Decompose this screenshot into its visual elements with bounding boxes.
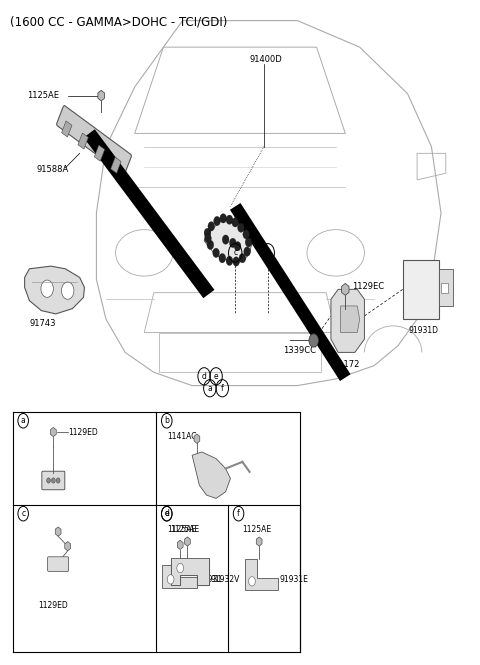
Circle shape [214,216,220,225]
Circle shape [244,247,251,256]
Text: 91931E: 91931E [279,575,308,584]
Text: 1129ED: 1129ED [38,601,68,610]
Text: 1125AE: 1125AE [242,525,272,534]
Text: 91743: 91743 [29,319,56,329]
FancyBboxPatch shape [403,259,439,319]
Text: 91400D: 91400D [250,55,282,64]
Circle shape [51,478,55,483]
Circle shape [234,241,241,251]
Bar [158,332,322,372]
FancyBboxPatch shape [48,557,69,571]
Text: d: d [202,372,206,381]
Text: 91588A: 91588A [36,166,69,174]
Circle shape [47,478,50,483]
Text: c: c [21,509,25,518]
FancyBboxPatch shape [439,269,453,306]
Circle shape [219,253,226,263]
Text: c: c [233,248,237,257]
Circle shape [249,577,255,586]
Polygon shape [162,565,197,588]
Bar [61,121,72,137]
Circle shape [233,257,240,266]
Text: e: e [165,509,169,518]
Circle shape [177,563,183,573]
Circle shape [208,221,215,231]
Circle shape [204,233,211,243]
Circle shape [61,282,74,299]
Text: f: f [221,384,224,393]
Circle shape [229,238,236,247]
Bar [78,133,88,149]
Polygon shape [331,289,364,352]
Bar [94,145,105,161]
Text: b: b [164,416,169,425]
Text: (1600 CC - GAMMA>DOHC - TCI/GDI): (1600 CC - GAMMA>DOHC - TCI/GDI) [10,16,228,29]
Circle shape [238,223,244,232]
Bar [441,283,448,293]
Text: d: d [164,509,169,518]
FancyBboxPatch shape [57,106,132,174]
Circle shape [309,334,319,347]
Text: 1125AE: 1125AE [27,91,59,100]
Text: 1141AC: 1141AC [167,432,196,441]
Text: 1129ED: 1129ED [69,428,98,436]
Circle shape [222,235,229,244]
Circle shape [232,217,239,227]
Circle shape [167,575,174,584]
Circle shape [204,228,211,237]
Text: a: a [21,416,25,425]
Text: 1125AE: 1125AE [167,525,196,534]
Text: f: f [237,509,240,518]
Text: 91172: 91172 [333,360,360,369]
Text: e: e [214,372,218,381]
Circle shape [243,229,250,239]
Polygon shape [192,452,230,498]
Circle shape [207,240,214,249]
Text: 1129EC: 1129EC [352,281,384,291]
Polygon shape [170,558,209,585]
Polygon shape [245,559,278,590]
Circle shape [239,253,246,263]
Text: b: b [265,248,270,257]
Polygon shape [204,218,252,263]
Circle shape [245,237,252,247]
Circle shape [226,215,233,224]
Polygon shape [24,266,84,314]
Text: 1125AE: 1125AE [170,525,200,534]
Circle shape [41,280,53,297]
Polygon shape [340,306,360,332]
Circle shape [56,478,60,483]
FancyBboxPatch shape [42,471,65,490]
Circle shape [220,213,227,223]
Text: a: a [207,384,212,393]
Bar [111,157,121,174]
Text: 91931D: 91931D [409,326,439,335]
Text: 91932V: 91932V [210,575,240,584]
Circle shape [213,248,219,257]
Text: 1339CC: 1339CC [283,346,316,355]
Circle shape [226,256,233,265]
Text: 91931: 91931 [198,575,223,584]
